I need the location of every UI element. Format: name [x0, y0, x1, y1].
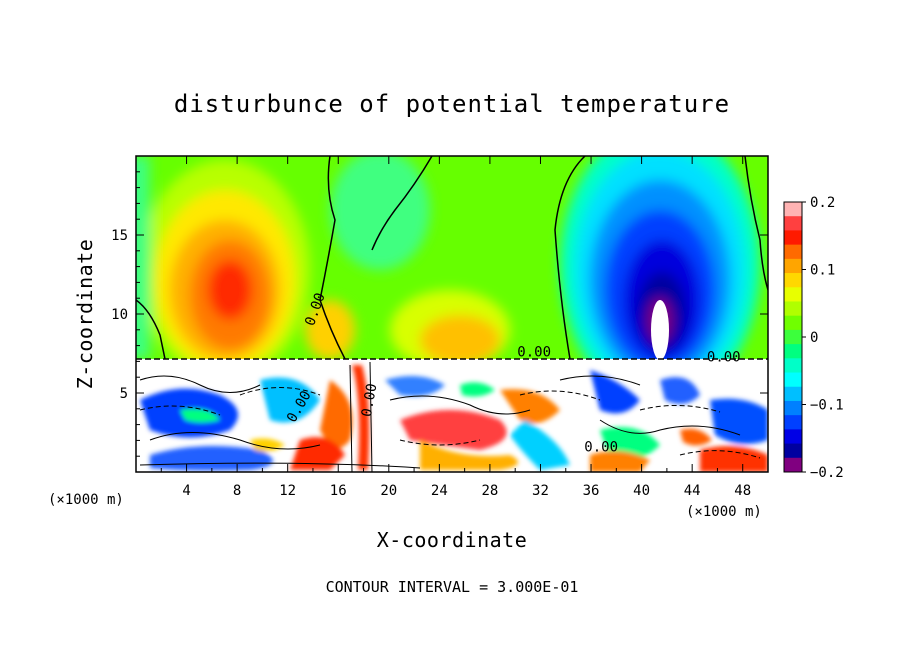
colorbar-swatch [784, 457, 802, 473]
colorbar-swatch [784, 372, 802, 388]
colorbar-tick-label: 0.2 [810, 195, 835, 211]
x-unit-right: (×1000 m) [686, 504, 762, 520]
x-tick-label: 28 [481, 483, 498, 499]
x-tick-label: 36 [583, 483, 600, 499]
x-unit-left: (×1000 m) [48, 492, 124, 508]
x-tick-label: 44 [684, 483, 701, 499]
x-axis-title: X-coordinate [377, 528, 528, 552]
colorbar-swatch [784, 329, 802, 345]
y-axis: 5 10 15 [111, 171, 768, 457]
colorbar-swatch [784, 315, 802, 331]
colorbar-swatch [784, 358, 802, 374]
contour-label: 0.00 [584, 439, 618, 455]
colorbar-swatch [784, 443, 802, 459]
colorbar-swatch [784, 202, 802, 217]
y-tick-label: 15 [111, 228, 128, 244]
colorbar: 0.2 0.1 0 −0.1 −0.2 [783, 195, 844, 481]
colorbar-swatch [784, 400, 802, 416]
x-tick-label: 20 [380, 483, 397, 499]
contour-label: 0.00 [517, 345, 551, 361]
colorbar-tick-label: 0.1 [810, 263, 835, 279]
x-tick-label: 32 [532, 483, 549, 499]
contour-label: 0.00 [359, 382, 381, 418]
colorbar-swatch [784, 258, 802, 274]
colorbar-swatch [784, 386, 802, 402]
x-tick-label: 40 [633, 483, 650, 499]
heatmap-field [136, 156, 768, 472]
colorbar-swatch [784, 244, 802, 260]
x-tick-label: 48 [734, 483, 751, 499]
colorbar-swatch [784, 216, 802, 231]
x-tick-label: 4 [182, 483, 190, 499]
x-axis: 4 8 12 16 20 24 28 32 36 40 44 48 [160, 156, 751, 499]
colorbar-swatch [784, 287, 802, 302]
colorbar-swatch [784, 415, 802, 430]
colorbar-swatch [784, 429, 802, 445]
y-axis-title: Z-coordinate [73, 239, 97, 390]
x-tick-label: 8 [233, 483, 241, 499]
y-tick-label: 5 [120, 386, 128, 402]
contour-interval-label: CONTOUR INTERVAL = 3.000E-01 [326, 578, 579, 596]
chart-title: disturbunce of potential temperature [174, 90, 730, 118]
x-tick-label: 12 [279, 483, 296, 499]
contour-label: 0.00 [707, 349, 741, 365]
y-tick-label: 10 [111, 307, 128, 323]
colorbar-tick-label: −0.1 [810, 398, 844, 414]
colorbar-swatch [784, 301, 802, 317]
colorbar-swatch [784, 273, 802, 288]
colorbar-tick-label: 0 [810, 330, 818, 346]
x-tick-label: 16 [330, 483, 347, 499]
x-tick-label: 24 [431, 483, 448, 499]
colorbar-tick-label: −0.2 [810, 465, 844, 481]
colorbar-swatch [784, 230, 802, 246]
colorbar-swatch [784, 344, 802, 359]
